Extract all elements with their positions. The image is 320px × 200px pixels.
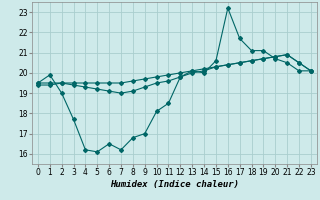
X-axis label: Humidex (Indice chaleur): Humidex (Indice chaleur) (110, 180, 239, 189)
